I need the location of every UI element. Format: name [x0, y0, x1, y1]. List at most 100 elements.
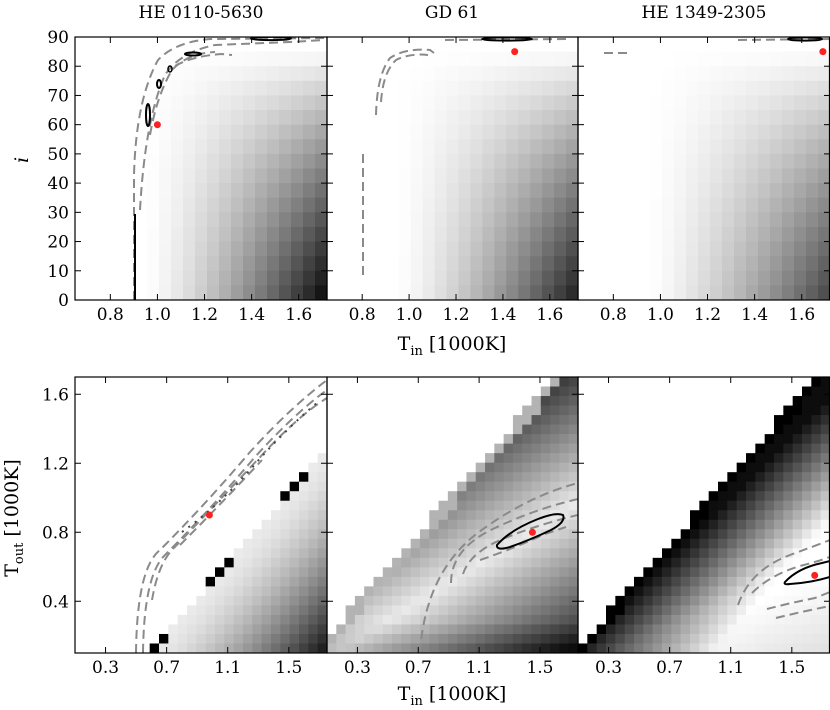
heatmap-cell: [219, 153, 232, 170]
heatmap-cell: [606, 576, 616, 587]
heatmap-cell: [289, 605, 300, 616]
heatmap-cell: [596, 434, 607, 445]
heatmap-cell: [261, 481, 272, 492]
heatmap-cell: [99, 285, 112, 300]
heatmap-cell: [614, 80, 627, 97]
heatmap-cell: [289, 510, 300, 521]
heatmap-cell: [466, 548, 477, 559]
heatmap-cell: [530, 183, 543, 199]
heatmap-cell: [103, 633, 113, 645]
heatmap-cell: [350, 80, 364, 97]
heatmap-cell: [518, 197, 531, 213]
heatmap-cell: [802, 500, 812, 511]
heatmap-cell: [699, 605, 710, 616]
heatmap-cell: [338, 51, 352, 67]
heatmap-cell: [410, 557, 421, 568]
heatmap-cell: [103, 567, 113, 578]
heatmap-cell: [531, 415, 542, 426]
heatmap-cell: [187, 396, 197, 407]
heatmap-cell: [792, 481, 803, 492]
contour-dashed: [174, 52, 233, 67]
heatmap-cell: [401, 538, 412, 549]
heatmap-cell: [522, 586, 533, 597]
heatmap-cell: [614, 226, 627, 243]
heatmap-cell: [458, 110, 472, 126]
bottom-x-label-main: T: [398, 683, 411, 705]
heatmap-cell: [345, 377, 356, 388]
heatmap-cell: [770, 285, 783, 300]
heatmap-cell: [512, 557, 523, 568]
heatmap-cell: [818, 95, 830, 111]
heatmap-cell: [205, 614, 216, 626]
heatmap-cell: [615, 500, 626, 511]
heatmap-cell: [708, 472, 719, 483]
heatmap-cell: [587, 510, 598, 521]
heatmap-cell: [280, 453, 291, 464]
heatmap-cell: [354, 377, 365, 388]
heatmap-cell: [103, 595, 113, 607]
heatmap-cell: [123, 95, 136, 111]
heatmap-cell: [674, 51, 687, 67]
heatmap-cell: [554, 80, 567, 97]
heatmap-cell: [289, 500, 300, 511]
heatmap-cell: [159, 405, 169, 416]
heatmap-cell: [75, 168, 88, 184]
heatmap-cell: [770, 153, 783, 170]
heatmap-cell: [215, 633, 225, 645]
heatmap-cell: [317, 434, 327, 445]
heatmap-cell: [123, 241, 136, 257]
heatmap-cell: [568, 538, 578, 549]
heatmap-cell: [718, 567, 728, 578]
heatmap-cell: [638, 51, 651, 67]
heatmap-cell: [398, 285, 412, 300]
heatmap-cell: [224, 377, 235, 388]
heatmap-cell: [159, 548, 169, 559]
heatmap-cell: [205, 424, 216, 435]
heatmap-cell: [792, 576, 803, 587]
heatmap-cell: [494, 500, 505, 511]
heatmap-cell: [243, 443, 253, 454]
heatmap-cell: [698, 139, 711, 155]
heatmap-cell: [271, 614, 281, 626]
heatmap-cell: [99, 139, 112, 155]
heatmap-cell: [774, 519, 784, 530]
heatmap-cell: [690, 538, 700, 549]
heatmap-cell: [99, 124, 112, 140]
heatmap-cell: [327, 557, 337, 568]
heatmap-cell: [470, 212, 483, 228]
heatmap-cell: [531, 633, 542, 645]
heatmap-cell: [466, 472, 477, 483]
heatmap-cell: [671, 529, 682, 540]
heatmap-cell: [386, 226, 400, 243]
heatmap-cell: [111, 124, 124, 140]
heatmap-cell: [615, 576, 626, 587]
heatmap-cell: [231, 168, 244, 184]
heatmap-cell: [624, 443, 635, 454]
heatmap-cell: [736, 424, 747, 435]
heatmap-top-he0110: [75, 37, 327, 300]
heatmap-cell: [299, 529, 309, 540]
heatmap-cell: [289, 643, 300, 653]
heatmap-cell: [75, 386, 85, 397]
heatmap-cell: [280, 443, 291, 454]
heatmap-cell: [317, 405, 327, 416]
heatmap-cell: [255, 124, 268, 140]
heatmap-cell: [708, 548, 719, 559]
heatmap-cell: [177, 557, 188, 568]
heatmap-cell: [680, 548, 691, 559]
heatmap-cell: [820, 605, 830, 616]
heatmap-cell: [168, 415, 179, 426]
heatmap-cell: [299, 510, 309, 521]
heatmap-cell: [727, 567, 738, 578]
heatmap-cell: [299, 538, 309, 549]
bottom-y-label-main: T: [1, 564, 23, 577]
heatmap-cell: [279, 226, 292, 243]
heatmap-cell: [121, 500, 132, 511]
heatmap-cell: [299, 453, 309, 464]
heatmap-cell: [686, 212, 699, 228]
heatmap-cell: [252, 557, 263, 568]
heatmap-cell: [578, 197, 591, 213]
heatmap-cell: [470, 110, 483, 126]
heatmap-cell: [615, 614, 626, 626]
heatmap-cell: [345, 567, 356, 578]
